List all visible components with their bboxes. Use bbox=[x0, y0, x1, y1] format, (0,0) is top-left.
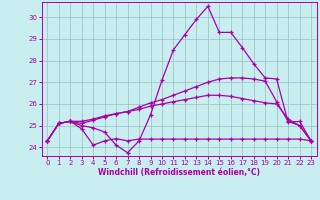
X-axis label: Windchill (Refroidissement éolien,°C): Windchill (Refroidissement éolien,°C) bbox=[98, 168, 260, 177]
